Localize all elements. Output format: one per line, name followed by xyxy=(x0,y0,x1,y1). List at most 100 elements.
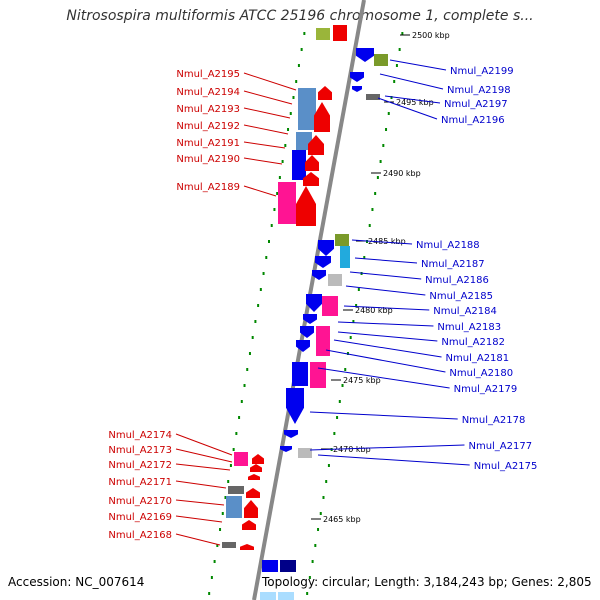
gene-block[interactable] xyxy=(234,452,248,466)
tick-mark-right xyxy=(327,464,330,467)
gene-arrow[interactable] xyxy=(308,135,324,155)
gene-label-Nmul_A2198[interactable]: Nmul_A2198 xyxy=(447,85,511,96)
gene-label-Nmul_A2192[interactable]: Nmul_A2192 xyxy=(176,121,240,132)
gene-label-Nmul_A2171[interactable]: Nmul_A2171 xyxy=(108,477,172,488)
gene-label-Nmul_A2172[interactable]: Nmul_A2172 xyxy=(108,460,172,471)
gene-arrow[interactable] xyxy=(315,256,331,268)
gene-block[interactable] xyxy=(260,592,276,600)
gene-label-Nmul_A2179[interactable]: Nmul_A2179 xyxy=(454,384,518,395)
gene-block[interactable] xyxy=(328,274,342,286)
gene-leader-line xyxy=(354,257,418,264)
gene-block[interactable] xyxy=(292,362,308,386)
gene-label-Nmul_A2199[interactable]: Nmul_A2199 xyxy=(450,66,514,77)
kbp-label: 2485 kbp xyxy=(368,237,406,246)
gene-label-Nmul_A2187[interactable]: Nmul_A2187 xyxy=(421,259,485,270)
tick-mark-left xyxy=(297,64,300,67)
gene-leader-line xyxy=(377,97,438,120)
gene-leader-line xyxy=(243,185,277,197)
gene-block[interactable] xyxy=(335,234,349,246)
gene-label-Nmul_A2180[interactable]: Nmul_A2180 xyxy=(449,368,513,379)
gene-arrow[interactable] xyxy=(296,186,316,226)
gene-arrow[interactable] xyxy=(296,340,310,352)
gene-arrow[interactable] xyxy=(250,464,262,472)
gene-leader-line xyxy=(175,463,231,471)
gene-label-Nmul_A2181[interactable]: Nmul_A2181 xyxy=(446,353,510,364)
gene-arrow[interactable] xyxy=(318,240,334,256)
gene-label-Nmul_A2174[interactable]: Nmul_A2174 xyxy=(108,430,172,441)
gene-arrow[interactable] xyxy=(252,454,264,464)
gene-label-Nmul_A2189[interactable]: Nmul_A2189 xyxy=(176,182,240,193)
gene-block[interactable] xyxy=(366,94,380,100)
gene-arrow[interactable] xyxy=(314,102,330,132)
gene-arrow[interactable] xyxy=(280,446,292,452)
gene-label-Nmul_A2188[interactable]: Nmul_A2188 xyxy=(416,240,480,251)
gene-arrow[interactable] xyxy=(350,72,364,82)
gene-arrow[interactable] xyxy=(303,172,319,186)
gene-label-Nmul_A2170[interactable]: Nmul_A2170 xyxy=(108,496,172,507)
gene-arrow[interactable] xyxy=(300,326,314,338)
gene-block[interactable] xyxy=(228,486,244,494)
gene-block[interactable] xyxy=(340,246,350,268)
gene-label-Nmul_A2177[interactable]: Nmul_A2177 xyxy=(468,441,532,452)
tick-mark-right xyxy=(379,160,382,163)
gene-block[interactable] xyxy=(262,560,278,572)
gene-label-Nmul_A2169[interactable]: Nmul_A2169 xyxy=(108,512,172,523)
gene-block[interactable] xyxy=(222,542,236,548)
gene-arrow[interactable] xyxy=(303,314,317,324)
gene-arrow[interactable] xyxy=(318,86,332,100)
gene-label-Nmul_A2183[interactable]: Nmul_A2183 xyxy=(437,322,501,333)
gene-label-Nmul_A2194[interactable]: Nmul_A2194 xyxy=(176,87,240,98)
tick-mark-right xyxy=(363,256,366,259)
tick-mark-right xyxy=(341,384,344,387)
gene-block[interactable] xyxy=(316,326,330,356)
gene-block[interactable] xyxy=(278,592,294,600)
gene-leader-line xyxy=(243,72,297,91)
tick-mark-right xyxy=(317,528,320,531)
gene-label-Nmul_A2193[interactable]: Nmul_A2193 xyxy=(176,104,240,115)
gene-label-Nmul_A2184[interactable]: Nmul_A2184 xyxy=(433,306,497,317)
map-title: Nitrosospira multiformis ATCC 25196 chro… xyxy=(66,8,534,24)
gene-block[interactable] xyxy=(322,296,338,316)
gene-label-Nmul_A2196[interactable]: Nmul_A2196 xyxy=(441,115,505,126)
gene-arrow[interactable] xyxy=(352,86,362,92)
gene-block[interactable] xyxy=(316,28,330,40)
gene-arrow[interactable] xyxy=(312,270,326,280)
gene-block[interactable] xyxy=(226,496,242,518)
gene-arrow[interactable] xyxy=(248,474,260,480)
gene-block[interactable] xyxy=(298,448,312,458)
gene-label-Nmul_A2186[interactable]: Nmul_A2186 xyxy=(425,275,489,286)
gene-arrow[interactable] xyxy=(305,155,319,171)
gene-label-Nmul_A2178[interactable]: Nmul_A2178 xyxy=(462,415,526,426)
gene-block[interactable] xyxy=(374,54,388,66)
gene-block[interactable] xyxy=(280,560,296,572)
tick-mark-left xyxy=(235,432,238,435)
gene-leader-line xyxy=(243,124,289,135)
tick-mark-right xyxy=(357,288,360,291)
gene-arrow[interactable] xyxy=(356,48,374,62)
gene-label-Nmul_A2191[interactable]: Nmul_A2191 xyxy=(176,138,240,149)
gene-arrow[interactable] xyxy=(306,294,322,312)
gene-arrow[interactable] xyxy=(246,488,260,498)
gene-block[interactable] xyxy=(310,362,326,388)
gene-arrow[interactable] xyxy=(240,544,254,550)
gene-label-Nmul_A2168[interactable]: Nmul_A2168 xyxy=(108,530,172,541)
gene-arrow[interactable] xyxy=(286,388,304,424)
gene-label-Nmul_A2197[interactable]: Nmul_A2197 xyxy=(444,99,508,110)
gene-block[interactable] xyxy=(278,182,296,224)
gene-label-Nmul_A2185[interactable]: Nmul_A2185 xyxy=(429,291,493,302)
gene-label-Nmul_A2175[interactable]: Nmul_A2175 xyxy=(474,461,538,472)
gene-block[interactable] xyxy=(298,88,316,130)
gene-label-Nmul_A2190[interactable]: Nmul_A2190 xyxy=(176,154,240,165)
gene-arrow[interactable] xyxy=(244,500,258,518)
gene-label-Nmul_A2195[interactable]: Nmul_A2195 xyxy=(176,69,240,80)
gene-leader-line xyxy=(351,239,413,245)
kbp-label: 2475 kbp xyxy=(343,376,381,385)
gene-block[interactable] xyxy=(292,150,306,180)
gene-block[interactable] xyxy=(333,25,347,41)
gene-arrow[interactable] xyxy=(242,520,256,530)
gene-label-Nmul_A2182[interactable]: Nmul_A2182 xyxy=(441,337,505,348)
gene-label-Nmul_A2173[interactable]: Nmul_A2173 xyxy=(108,445,172,456)
gene-leader-line xyxy=(379,73,444,90)
gene-arrow[interactable] xyxy=(284,430,298,438)
